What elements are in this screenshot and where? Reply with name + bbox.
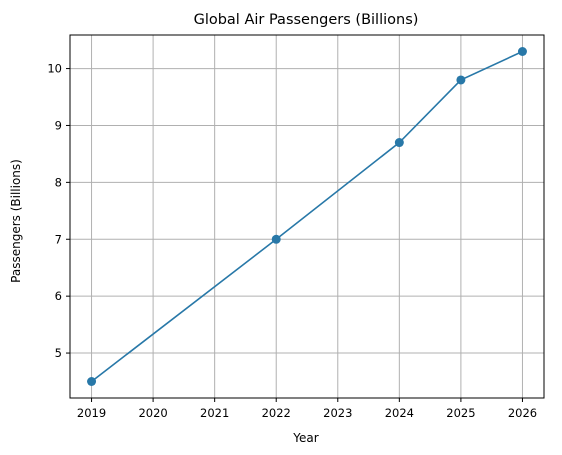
x-axis: 2019 2020 2021 2022 2023 2024 2025 2026 bbox=[77, 398, 537, 420]
y-axis-label: Passengers (Billions) bbox=[9, 159, 23, 283]
x-tick-label: 2019 bbox=[77, 406, 106, 420]
x-tick-label: 2026 bbox=[508, 406, 537, 420]
grid bbox=[70, 35, 544, 398]
data-point bbox=[271, 234, 281, 244]
y-tick-label: 9 bbox=[55, 118, 62, 132]
x-tick-label: 2024 bbox=[385, 406, 414, 420]
data-point bbox=[517, 47, 527, 56]
data-point bbox=[87, 377, 97, 386]
series-line bbox=[91, 50, 523, 383]
series-layer bbox=[87, 47, 527, 386]
x-tick-label: 2021 bbox=[200, 406, 229, 420]
data-point bbox=[456, 75, 466, 85]
y-tick-label: 10 bbox=[47, 62, 62, 76]
x-tick-label: 2023 bbox=[323, 406, 352, 420]
y-axis: 5 6 7 8 9 10 bbox=[47, 62, 70, 360]
plot-frame bbox=[69, 34, 545, 399]
y-tick-label: 8 bbox=[55, 175, 62, 189]
y-tick-label: 6 bbox=[55, 289, 62, 303]
x-tick-label: 2020 bbox=[138, 406, 167, 420]
data-point bbox=[394, 138, 404, 148]
x-axis-label: Year bbox=[292, 431, 318, 445]
chart-title: Global Air Passengers (Billions) bbox=[194, 12, 419, 28]
x-tick-label: 2025 bbox=[446, 406, 475, 420]
y-tick-label: 7 bbox=[55, 232, 62, 246]
y-tick-label: 5 bbox=[55, 346, 62, 360]
x-tick-label: 2022 bbox=[262, 406, 291, 420]
